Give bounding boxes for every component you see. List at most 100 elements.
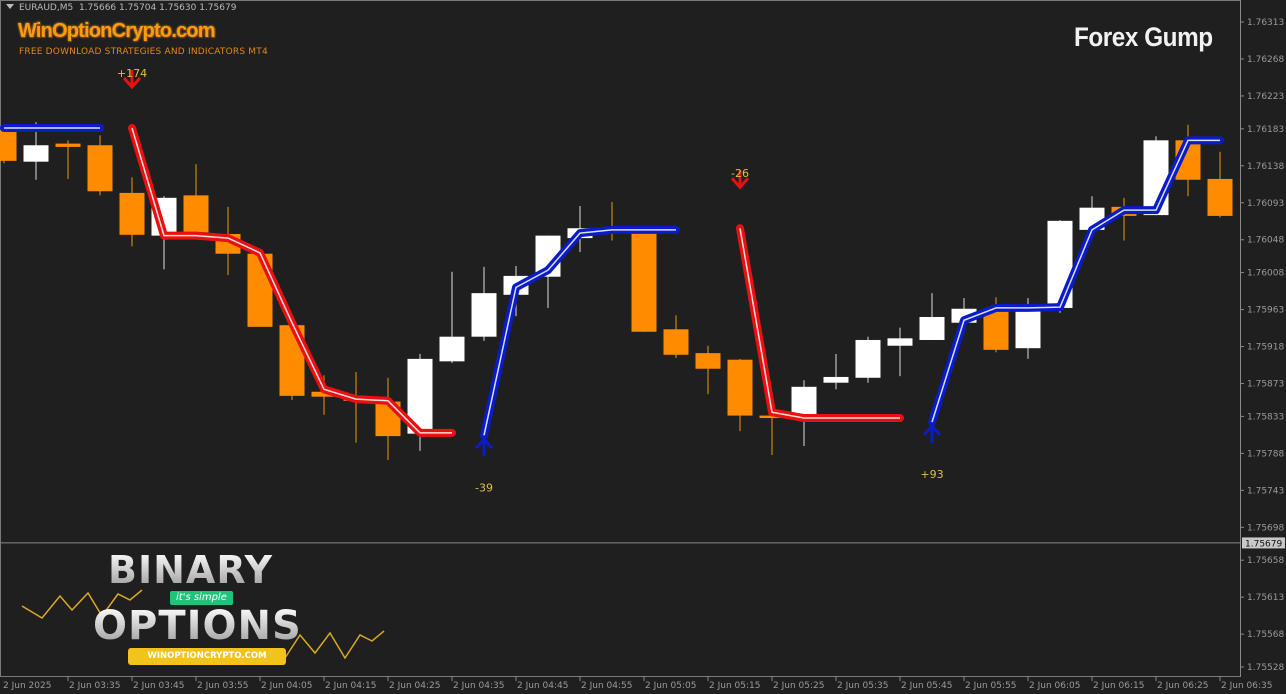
candle-body <box>855 339 881 378</box>
price-tick-label: 1.76138 <box>1247 162 1284 172</box>
candle-03:55 <box>183 164 209 239</box>
candle-body <box>183 195 209 233</box>
candle-03:35 <box>55 140 81 179</box>
time-tick-label: 2 Jun 06:15 <box>1093 681 1144 691</box>
price-tick-label: 1.76268 <box>1247 55 1284 65</box>
time-tick-label: 2 Jun 05:55 <box>965 681 1016 691</box>
candle-05:40 <box>855 336 881 383</box>
candle-body <box>823 376 849 383</box>
indicator-name: Forex Gump <box>1074 22 1213 52</box>
binary-options-logo: BINARY it's simple OPTIONS WINOPTIONCRYP… <box>20 551 390 668</box>
price-tick-label: 1.75833 <box>1247 412 1284 422</box>
signal-label: -26 <box>731 167 749 180</box>
candle-body <box>1207 178 1233 216</box>
candle-05:05 <box>631 232 657 332</box>
candle-body <box>983 308 1009 350</box>
price-tick-label: 1.76223 <box>1247 92 1284 102</box>
current-price-text: 1.75679 <box>1245 539 1282 549</box>
candle-body <box>0 129 17 161</box>
candle-05:20 <box>727 358 753 432</box>
price-tick-label: 1.76093 <box>1247 199 1284 209</box>
signal-label: +93 <box>920 468 943 481</box>
down-trend-line <box>736 224 904 423</box>
price-tick-label: 1.75963 <box>1247 306 1284 316</box>
time-tick-label: 2 Jun 2025 <box>3 681 51 691</box>
candle-body <box>55 143 81 147</box>
down-trend-line-core <box>131 127 452 434</box>
candle-body <box>695 353 721 369</box>
time-tick-label: 2 Jun 05:35 <box>837 681 888 691</box>
signals: +174 -39 -26 +93 <box>117 67 944 494</box>
price-tick-label: 1.75698 <box>1247 523 1284 533</box>
site-watermark: WinOptionCrypto.com <box>18 20 216 42</box>
up-trend-line <box>928 136 1224 427</box>
time-tick-label: 2 Jun 05:25 <box>773 681 824 691</box>
price-tick-label: 1.75918 <box>1247 343 1284 353</box>
candle-04:20 <box>343 372 369 443</box>
candle-body <box>663 329 689 355</box>
candle-04:35 <box>439 271 465 363</box>
time-axis: 2 Jun 2025 2 Jun 03:35 2 Jun 03:45 2 Jun 03… <box>3 676 1272 691</box>
price-tick-label: 1.75743 <box>1247 486 1284 496</box>
candle-03:40 <box>87 135 113 196</box>
candle-06:35 <box>1207 151 1233 218</box>
candle-body <box>887 338 913 346</box>
price-tick-label: 1.75788 <box>1247 449 1284 459</box>
price-tick-label: 1.75873 <box>1247 380 1284 390</box>
candle-body <box>471 293 497 337</box>
ohlc-close: 1.75679 <box>199 3 237 13</box>
price-tick-label: 1.76183 <box>1247 125 1284 135</box>
time-tick-label: 2 Jun 06:35 <box>1221 681 1272 691</box>
candle-05:30 <box>791 380 817 446</box>
price-tick-label: 1.76313 <box>1247 18 1284 28</box>
candle-05:45 <box>887 327 913 377</box>
current-price-label: 1.75679 <box>1242 537 1285 549</box>
forex-gump-indicator <box>0 123 1224 440</box>
candles <box>0 122 1233 460</box>
time-tick-label: 2 Jun 05:15 <box>709 681 760 691</box>
symbol-header: EURAUD,M5 1.75666 1.75704 1.75630 1.7567… <box>6 3 236 13</box>
time-tick-label: 2 Jun 05:05 <box>645 681 696 691</box>
candle-05:50 <box>919 293 945 340</box>
up-trend-line-core <box>931 139 1220 423</box>
time-tick-label: 2 Jun 03:45 <box>133 681 184 691</box>
price-tick-label: 1.75613 <box>1247 593 1284 603</box>
price-tick-label: 1.75568 <box>1247 630 1284 640</box>
buy-arrow-icon <box>922 423 942 444</box>
candle-body <box>23 145 49 162</box>
candle-body <box>919 316 945 340</box>
time-tick-label: 2 Jun 05:45 <box>901 681 952 691</box>
ohlc-low: 1.75630 <box>159 3 197 13</box>
logo-badge: it's simple <box>170 591 233 605</box>
price-tick-label: 1.75658 <box>1247 556 1284 566</box>
price-axis: 1.76313 1.76268 1.76223 1.76183 1.76138 1.760… <box>1240 0 1284 677</box>
collapse-triangle-icon[interactable] <box>6 4 14 9</box>
down-trend-line-core <box>739 228 900 419</box>
buy-arrow-icon <box>474 437 494 457</box>
symbol: EURAUD,M5 <box>19 3 74 13</box>
sell-arrow-icon <box>730 170 750 190</box>
price-tick-label: 1.76048 <box>1247 236 1284 246</box>
candle-body <box>631 232 657 332</box>
ohlc-open: 1.75666 <box>78 3 117 13</box>
candle-05:10 <box>663 315 689 359</box>
logo-line1: BINARY <box>108 548 274 592</box>
up-trend-line-core <box>483 229 676 436</box>
candle-05:35 <box>823 353 849 390</box>
sell-arrow-icon <box>122 69 142 90</box>
time-tick-label: 2 Jun 04:35 <box>453 681 504 691</box>
candle-03:25 <box>0 127 17 164</box>
candle-05:15 <box>695 345 721 395</box>
candle-04:40 <box>471 266 497 341</box>
candle-body <box>119 192 145 235</box>
price-tick-label: 1.75528 <box>1247 663 1284 673</box>
time-tick-label: 2 Jun 04:25 <box>389 681 440 691</box>
candle-body <box>727 359 753 416</box>
price-tick-label: 1.76008 <box>1247 269 1284 279</box>
time-tick-label: 2 Jun 03:35 <box>69 681 120 691</box>
time-tick-label: 2 Jun 06:05 <box>1029 681 1080 691</box>
time-tick-label: 2 Jun 04:05 <box>261 681 312 691</box>
current-price-box <box>1242 537 1285 549</box>
candle-body <box>311 391 337 397</box>
